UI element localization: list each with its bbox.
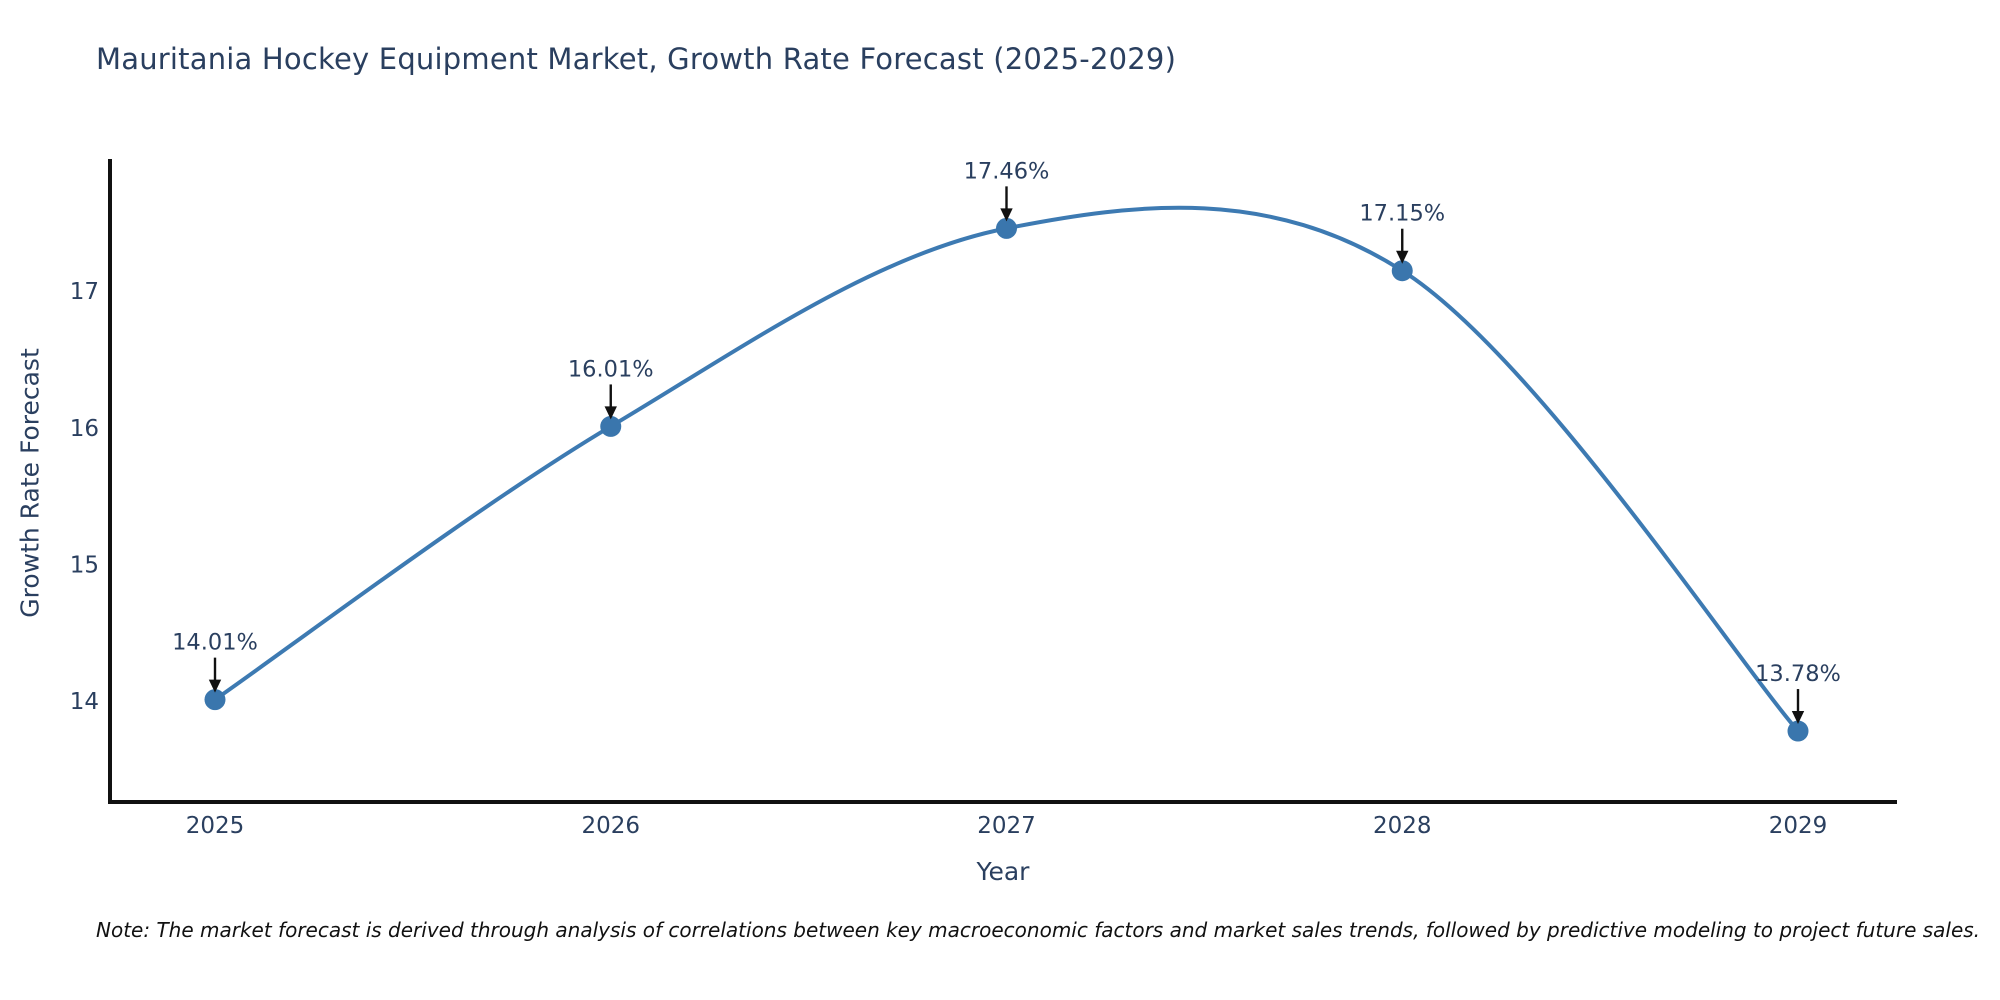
data-point-2028	[1391, 260, 1413, 282]
data-point-2027	[996, 217, 1017, 239]
point-annotation: 17.46%	[964, 158, 1050, 184]
annotation-arrowhead	[1791, 711, 1805, 725]
data-point-2025	[204, 689, 226, 711]
point-annotation: 16.01%	[568, 356, 654, 382]
data-point-2026	[600, 415, 622, 437]
footnote: Note: The market forecast is derived thr…	[96, 918, 1981, 942]
trend-line	[213, 205, 1800, 734]
chart-title: Mauritania Hockey Equipment Market, Grow…	[96, 42, 1177, 76]
annotation-arrowhead	[208, 679, 222, 693]
x-tick-label: 2026	[581, 813, 640, 839]
y-tick-label: 15	[70, 552, 99, 578]
data-point-2029	[1787, 720, 1809, 742]
x-axis-title: Year	[976, 857, 1030, 886]
y-axis-title: Growth Rate Forecast	[15, 348, 45, 618]
x-tick-label: 2025	[186, 813, 245, 839]
y-tick-label: 17	[70, 279, 99, 305]
annotation-arrowhead	[604, 406, 617, 420]
point-annotation: 17.15%	[1359, 201, 1445, 227]
y-tick-label: 14	[70, 689, 99, 715]
x-tick-label: 2028	[1373, 813, 1432, 839]
point-annotation: 14.01%	[172, 630, 258, 656]
annotation-arrowhead	[1000, 208, 1013, 222]
point-annotation: 13.78%	[1755, 661, 1841, 687]
y-tick-label: 16	[70, 416, 99, 442]
x-tick-label: 2027	[977, 813, 1036, 839]
annotation-arrowhead	[1396, 250, 1409, 264]
x-tick-label: 2029	[1769, 813, 1828, 839]
